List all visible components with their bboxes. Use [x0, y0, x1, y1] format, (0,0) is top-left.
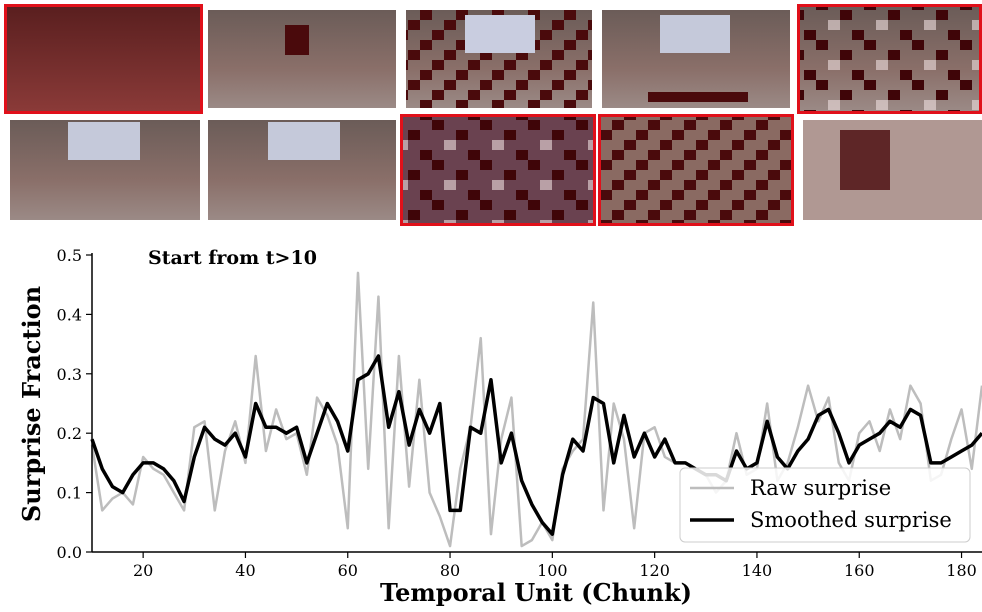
y-tick-label: 0.5	[57, 246, 82, 265]
mask	[800, 7, 980, 111]
thumbnail	[7, 7, 200, 111]
highlight-frame	[4, 4, 203, 114]
mask	[403, 117, 593, 223]
thumbnail	[208, 10, 396, 108]
thumbnails	[4, 4, 982, 226]
annotation: Start from t>10	[148, 247, 317, 269]
highlight-frame	[797, 4, 982, 114]
x-tick-label: 60	[338, 561, 358, 580]
x-tick-label: 140	[742, 561, 773, 580]
y-tick-label: 0.4	[57, 305, 82, 324]
x-tick-label: 100	[537, 561, 568, 580]
x-tick-label: 40	[235, 561, 255, 580]
x-axis-label: Temporal Unit (Chunk)	[380, 578, 692, 607]
block	[648, 92, 748, 102]
x-tick-label: 20	[133, 561, 153, 580]
y-tick-label: 0.2	[57, 424, 82, 443]
screen	[68, 122, 140, 160]
screen	[660, 15, 730, 53]
y-tick-label: 0.1	[57, 484, 82, 503]
mask	[601, 117, 791, 223]
x-tick-label: 180	[946, 561, 977, 580]
legend-box	[679, 467, 971, 543]
legend-label: Smoothed surprise	[750, 508, 952, 532]
screen	[465, 15, 535, 53]
block	[840, 130, 890, 190]
block	[285, 25, 309, 55]
x-tick-label: 160	[844, 561, 875, 580]
legend: Raw surprise Smoothed surprise	[679, 467, 971, 543]
y-tick-label: 0.0	[57, 543, 82, 562]
highlight-frame	[598, 114, 794, 226]
screen	[268, 122, 340, 160]
y-tick-label: 0.3	[57, 365, 82, 384]
thumbnail	[803, 120, 982, 220]
y-axis-label: Surprise Fraction	[17, 286, 46, 522]
series-line	[90, 354, 982, 536]
x-tick-label: 80	[440, 561, 460, 580]
legend-label: Raw surprise	[750, 476, 891, 500]
x-tick-label: 120	[639, 561, 670, 580]
highlight-frame	[400, 114, 596, 226]
